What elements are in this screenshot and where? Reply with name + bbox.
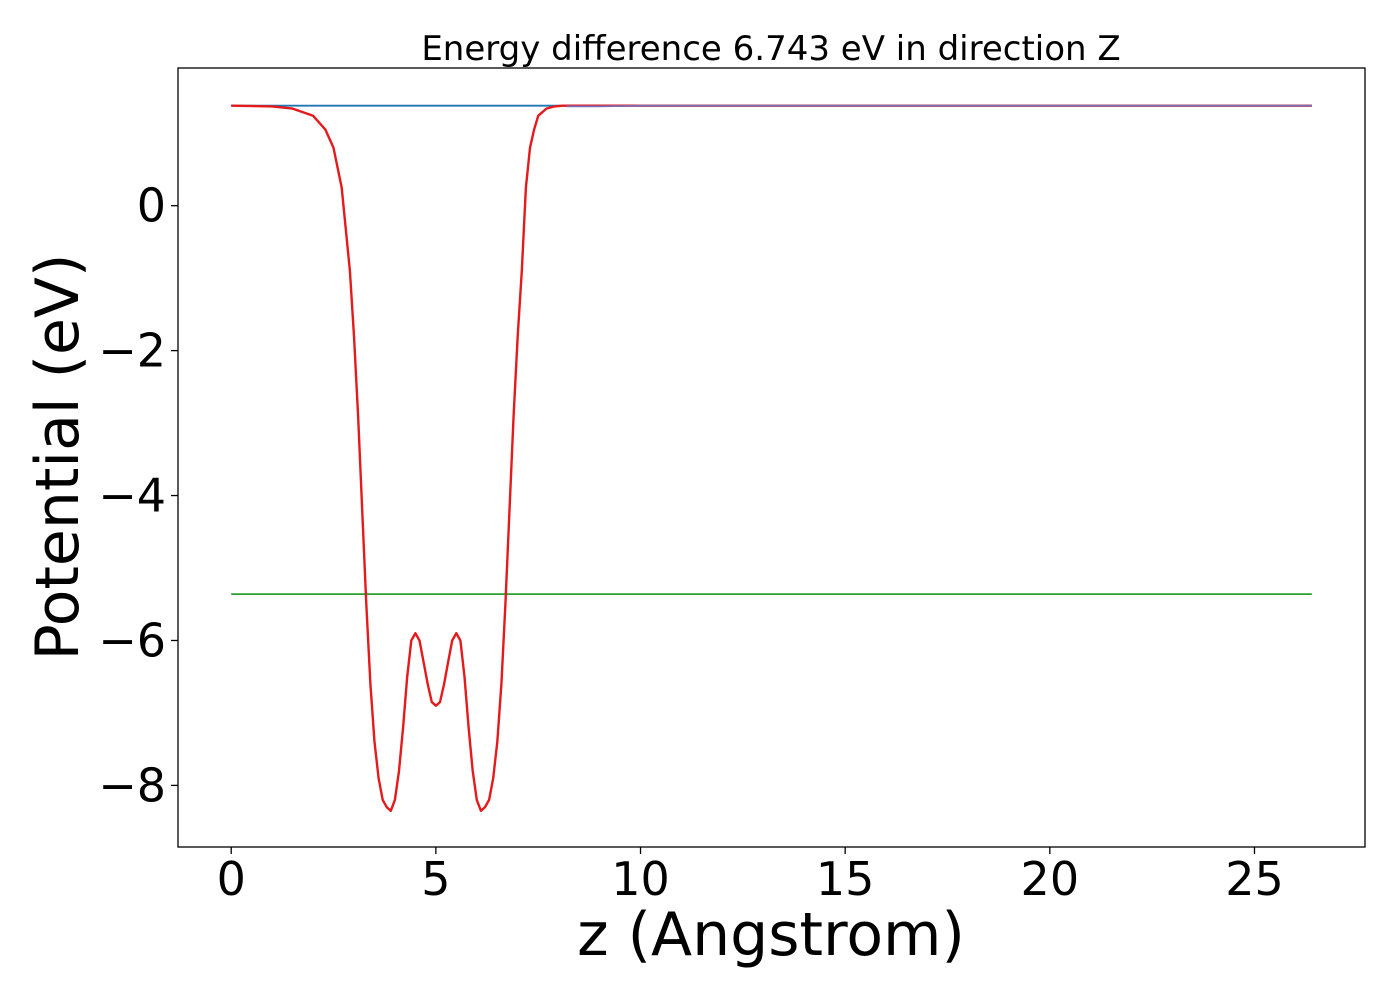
y-tick-label: −4 bbox=[98, 469, 166, 523]
plot-frame bbox=[177, 67, 1366, 848]
x-tick-label: 25 bbox=[1225, 852, 1284, 906]
y-tick-label: 0 bbox=[137, 179, 166, 233]
x-tick-label: 20 bbox=[1021, 852, 1080, 906]
y-tick-label: −2 bbox=[98, 324, 166, 378]
chart-title: Energy difference 6.743 eV in direction … bbox=[421, 29, 1120, 69]
series-line-2 bbox=[231, 104, 1312, 812]
y-tick-label: −8 bbox=[98, 758, 166, 812]
series-line-3 bbox=[566, 104, 1312, 108]
x-axis: 0 5 10 15 20 25 bbox=[217, 847, 1284, 906]
x-tick-label: 5 bbox=[421, 852, 450, 906]
plot-area bbox=[231, 104, 1312, 812]
x-tick-label: 15 bbox=[816, 852, 875, 906]
y-tick-label: −6 bbox=[98, 613, 166, 667]
y-axis-label: Potential (eV) bbox=[23, 254, 93, 661]
x-axis-label: z (Angstrom) bbox=[577, 900, 965, 970]
x-tick-label: 0 bbox=[217, 852, 246, 906]
y-axis: −8 −6 −4 −2 0 bbox=[98, 179, 178, 812]
x-tick-label: 10 bbox=[611, 852, 670, 906]
